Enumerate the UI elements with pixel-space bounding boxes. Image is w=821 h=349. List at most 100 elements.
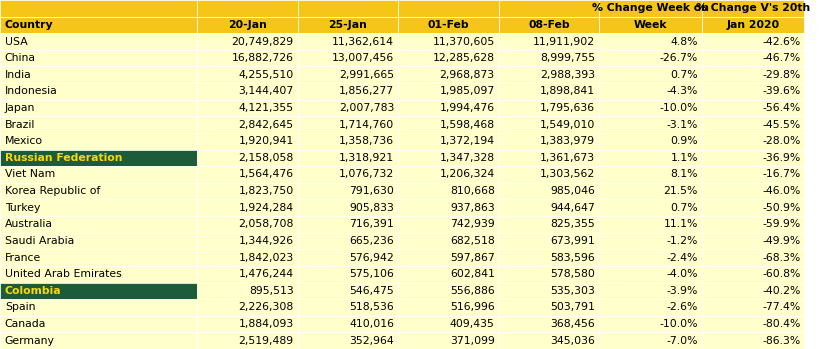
Bar xyxy=(398,266,498,283)
Bar xyxy=(398,216,498,233)
Text: % Change V's 20th: % Change V's 20th xyxy=(696,3,810,13)
Text: 4,255,510: 4,255,510 xyxy=(238,70,294,80)
Text: -29.8%: -29.8% xyxy=(762,70,800,80)
Text: Jan 2020: Jan 2020 xyxy=(727,20,780,30)
Text: 810,668: 810,668 xyxy=(450,186,495,196)
Text: -49.9%: -49.9% xyxy=(762,236,800,246)
Text: -45.5%: -45.5% xyxy=(762,120,800,129)
Text: India: India xyxy=(5,70,31,80)
Text: Saudi Arabia: Saudi Arabia xyxy=(5,236,74,246)
Bar xyxy=(298,199,398,216)
Text: 410,016: 410,016 xyxy=(349,319,394,329)
Text: 1,985,097: 1,985,097 xyxy=(439,87,495,96)
Text: 825,355: 825,355 xyxy=(551,220,595,229)
Text: 1.1%: 1.1% xyxy=(671,153,698,163)
Text: 1,714,760: 1,714,760 xyxy=(339,120,394,129)
Text: 1,823,750: 1,823,750 xyxy=(238,186,294,196)
Bar xyxy=(599,66,702,83)
Bar xyxy=(498,183,599,199)
Bar xyxy=(702,166,805,183)
Bar xyxy=(398,66,498,83)
Text: -46.7%: -46.7% xyxy=(762,53,800,63)
Bar xyxy=(498,316,599,332)
Text: 8.1%: 8.1% xyxy=(671,170,698,179)
Text: -7.0%: -7.0% xyxy=(667,336,698,346)
Text: 516,996: 516,996 xyxy=(450,303,495,312)
Text: Indonesia: Indonesia xyxy=(5,87,57,96)
Bar xyxy=(298,283,398,299)
Bar xyxy=(0,50,197,66)
Text: Germany: Germany xyxy=(5,336,55,346)
Text: 1,795,636: 1,795,636 xyxy=(540,103,595,113)
Text: United Arab Emirates: United Arab Emirates xyxy=(5,269,122,279)
Bar xyxy=(599,283,702,299)
Text: Australia: Australia xyxy=(5,220,53,229)
Text: 2,842,645: 2,842,645 xyxy=(238,120,294,129)
Bar xyxy=(298,0,398,17)
Bar xyxy=(702,133,805,150)
Bar xyxy=(498,66,599,83)
Text: -2.4%: -2.4% xyxy=(667,253,698,262)
Bar xyxy=(498,100,599,116)
Text: Colombia: Colombia xyxy=(5,286,62,296)
Bar xyxy=(398,249,498,266)
Bar xyxy=(197,316,298,332)
Text: -26.7%: -26.7% xyxy=(659,53,698,63)
Text: Country: Country xyxy=(5,20,53,30)
Text: 1,358,736: 1,358,736 xyxy=(339,136,394,146)
Bar xyxy=(298,183,398,199)
Bar xyxy=(298,166,398,183)
Text: 4,121,355: 4,121,355 xyxy=(238,103,294,113)
Bar xyxy=(498,299,599,316)
Bar xyxy=(197,216,298,233)
Text: -59.9%: -59.9% xyxy=(762,220,800,229)
Bar xyxy=(0,332,197,349)
Bar xyxy=(599,299,702,316)
Bar xyxy=(498,332,599,349)
Text: -10.0%: -10.0% xyxy=(659,319,698,329)
Text: 0.7%: 0.7% xyxy=(670,203,698,213)
Bar xyxy=(599,133,702,150)
Text: Russian Federation: Russian Federation xyxy=(5,153,122,163)
Bar xyxy=(599,83,702,100)
Bar xyxy=(498,116,599,133)
Bar xyxy=(0,17,197,33)
Bar xyxy=(0,33,197,50)
Bar xyxy=(702,0,805,17)
Bar xyxy=(498,283,599,299)
Bar xyxy=(599,249,702,266)
Bar xyxy=(0,0,197,17)
Text: -28.0%: -28.0% xyxy=(762,136,800,146)
Bar xyxy=(702,183,805,199)
Bar xyxy=(599,332,702,349)
Text: -80.4%: -80.4% xyxy=(762,319,800,329)
Bar xyxy=(398,199,498,216)
Bar xyxy=(197,133,298,150)
Bar xyxy=(0,216,197,233)
Text: 11,370,605: 11,370,605 xyxy=(433,37,495,46)
Text: 11,362,614: 11,362,614 xyxy=(333,37,394,46)
Bar xyxy=(197,50,298,66)
Bar xyxy=(398,166,498,183)
Text: 3,144,407: 3,144,407 xyxy=(238,87,294,96)
Text: 371,099: 371,099 xyxy=(450,336,495,346)
Text: 1,598,468: 1,598,468 xyxy=(439,120,495,129)
Text: Japan: Japan xyxy=(5,103,35,113)
Bar xyxy=(398,183,498,199)
Text: 1,920,941: 1,920,941 xyxy=(238,136,294,146)
Bar xyxy=(498,150,599,166)
Text: 1,318,921: 1,318,921 xyxy=(339,153,394,163)
Text: Canada: Canada xyxy=(5,319,46,329)
Text: -36.9%: -36.9% xyxy=(762,153,800,163)
Text: -3.9%: -3.9% xyxy=(667,286,698,296)
Text: -42.6%: -42.6% xyxy=(762,37,800,46)
Text: Mexico: Mexico xyxy=(5,136,43,146)
Text: 1,206,324: 1,206,324 xyxy=(439,170,495,179)
Text: 682,518: 682,518 xyxy=(450,236,495,246)
Bar xyxy=(197,249,298,266)
Text: 0.7%: 0.7% xyxy=(670,70,698,80)
Text: -39.6%: -39.6% xyxy=(762,87,800,96)
Text: 13,007,456: 13,007,456 xyxy=(332,53,394,63)
Text: 368,456: 368,456 xyxy=(551,319,595,329)
Bar xyxy=(702,316,805,332)
